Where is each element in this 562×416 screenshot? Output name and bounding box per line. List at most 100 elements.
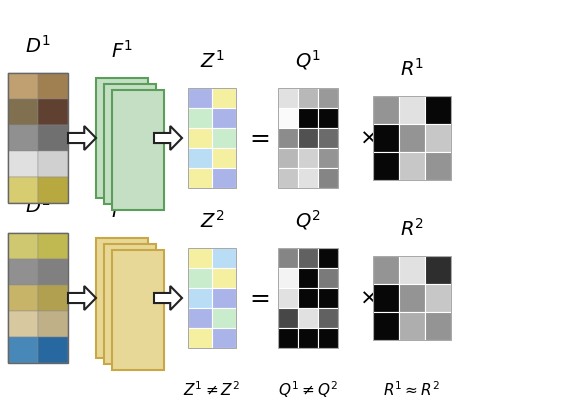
FancyBboxPatch shape xyxy=(38,99,68,125)
FancyBboxPatch shape xyxy=(212,328,236,348)
FancyBboxPatch shape xyxy=(212,88,236,108)
Text: $D^2$: $D^2$ xyxy=(25,195,51,217)
FancyBboxPatch shape xyxy=(38,337,68,363)
FancyBboxPatch shape xyxy=(112,250,164,370)
FancyBboxPatch shape xyxy=(96,238,148,358)
FancyBboxPatch shape xyxy=(188,88,212,108)
FancyBboxPatch shape xyxy=(425,152,451,180)
FancyBboxPatch shape xyxy=(38,233,68,259)
FancyBboxPatch shape xyxy=(278,268,298,288)
FancyBboxPatch shape xyxy=(399,312,425,340)
FancyBboxPatch shape xyxy=(278,328,298,348)
FancyBboxPatch shape xyxy=(298,128,318,148)
FancyBboxPatch shape xyxy=(188,168,212,188)
Text: $Q^1$: $Q^1$ xyxy=(295,48,321,72)
FancyBboxPatch shape xyxy=(8,259,38,285)
Text: $Z^1$: $Z^1$ xyxy=(200,50,224,72)
FancyBboxPatch shape xyxy=(399,284,425,312)
FancyBboxPatch shape xyxy=(399,124,425,152)
FancyBboxPatch shape xyxy=(373,152,399,180)
FancyBboxPatch shape xyxy=(298,288,318,308)
FancyBboxPatch shape xyxy=(318,168,338,188)
FancyBboxPatch shape xyxy=(38,177,68,203)
FancyBboxPatch shape xyxy=(278,168,298,188)
Text: $D^1$: $D^1$ xyxy=(25,35,51,57)
Text: $F^2$: $F^2$ xyxy=(111,200,133,222)
FancyBboxPatch shape xyxy=(212,148,236,168)
FancyBboxPatch shape xyxy=(96,78,148,198)
FancyBboxPatch shape xyxy=(104,244,156,364)
FancyBboxPatch shape xyxy=(8,233,38,259)
FancyBboxPatch shape xyxy=(373,312,399,340)
FancyBboxPatch shape xyxy=(38,151,68,177)
Polygon shape xyxy=(68,126,96,150)
FancyBboxPatch shape xyxy=(318,328,338,348)
Text: $Q^2$: $Q^2$ xyxy=(295,208,321,232)
FancyBboxPatch shape xyxy=(278,308,298,328)
FancyBboxPatch shape xyxy=(278,108,298,128)
FancyBboxPatch shape xyxy=(318,248,338,268)
FancyBboxPatch shape xyxy=(278,128,298,148)
FancyBboxPatch shape xyxy=(112,90,164,210)
Text: $=$: $=$ xyxy=(246,126,270,149)
FancyBboxPatch shape xyxy=(318,268,338,288)
Polygon shape xyxy=(68,286,96,310)
FancyBboxPatch shape xyxy=(212,308,236,328)
FancyBboxPatch shape xyxy=(373,284,399,312)
FancyBboxPatch shape xyxy=(212,128,236,148)
FancyBboxPatch shape xyxy=(38,125,68,151)
FancyBboxPatch shape xyxy=(399,256,425,284)
FancyBboxPatch shape xyxy=(8,73,38,99)
FancyBboxPatch shape xyxy=(212,248,236,268)
Text: $R^1 \approx R^2$: $R^1 \approx R^2$ xyxy=(383,381,441,399)
FancyBboxPatch shape xyxy=(8,99,38,125)
FancyBboxPatch shape xyxy=(425,124,451,152)
FancyBboxPatch shape xyxy=(8,337,38,363)
FancyBboxPatch shape xyxy=(399,152,425,180)
Text: $\times$: $\times$ xyxy=(359,287,377,309)
FancyBboxPatch shape xyxy=(298,88,318,108)
FancyBboxPatch shape xyxy=(212,288,236,308)
FancyBboxPatch shape xyxy=(8,177,38,203)
FancyBboxPatch shape xyxy=(318,148,338,168)
FancyBboxPatch shape xyxy=(399,96,425,124)
FancyBboxPatch shape xyxy=(38,311,68,337)
FancyBboxPatch shape xyxy=(8,285,38,311)
FancyBboxPatch shape xyxy=(188,328,212,348)
FancyBboxPatch shape xyxy=(38,73,68,99)
FancyBboxPatch shape xyxy=(298,308,318,328)
FancyBboxPatch shape xyxy=(38,285,68,311)
FancyBboxPatch shape xyxy=(188,288,212,308)
Text: $Z^2$: $Z^2$ xyxy=(200,210,224,232)
FancyBboxPatch shape xyxy=(278,248,298,268)
FancyBboxPatch shape xyxy=(298,248,318,268)
FancyBboxPatch shape xyxy=(298,268,318,288)
FancyBboxPatch shape xyxy=(104,84,156,204)
FancyBboxPatch shape xyxy=(373,124,399,152)
FancyBboxPatch shape xyxy=(188,148,212,168)
Text: $F^1$: $F^1$ xyxy=(111,40,133,62)
FancyBboxPatch shape xyxy=(373,96,399,124)
FancyBboxPatch shape xyxy=(298,328,318,348)
FancyBboxPatch shape xyxy=(425,284,451,312)
FancyBboxPatch shape xyxy=(212,168,236,188)
FancyBboxPatch shape xyxy=(8,311,38,337)
Text: $\times$: $\times$ xyxy=(359,127,377,149)
FancyBboxPatch shape xyxy=(425,256,451,284)
FancyBboxPatch shape xyxy=(188,108,212,128)
Text: $Z^1 \neq Z^2$: $Z^1 \neq Z^2$ xyxy=(183,381,241,399)
FancyBboxPatch shape xyxy=(188,268,212,288)
FancyBboxPatch shape xyxy=(278,88,298,108)
FancyBboxPatch shape xyxy=(298,108,318,128)
FancyBboxPatch shape xyxy=(373,256,399,284)
FancyBboxPatch shape xyxy=(8,125,38,151)
FancyBboxPatch shape xyxy=(318,88,338,108)
FancyBboxPatch shape xyxy=(425,312,451,340)
FancyBboxPatch shape xyxy=(38,259,68,285)
Text: $Q^1 \neq Q^2$: $Q^1 \neq Q^2$ xyxy=(278,380,338,400)
FancyBboxPatch shape xyxy=(188,248,212,268)
FancyBboxPatch shape xyxy=(318,308,338,328)
FancyBboxPatch shape xyxy=(188,308,212,328)
FancyBboxPatch shape xyxy=(318,288,338,308)
FancyBboxPatch shape xyxy=(212,108,236,128)
